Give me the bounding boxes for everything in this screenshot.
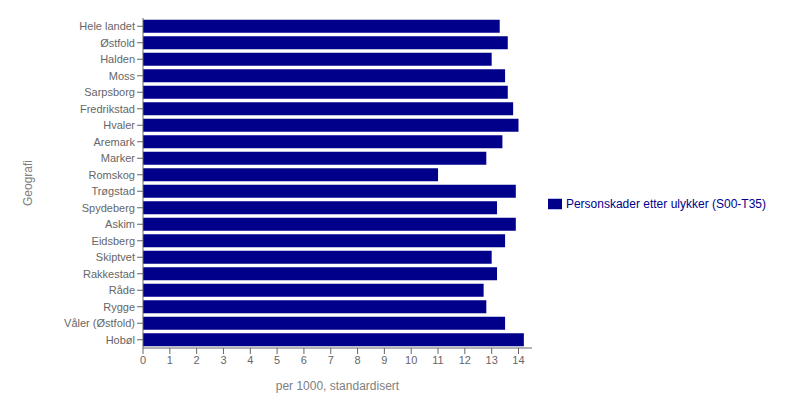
svg-text:Geografi: Geografi [21, 160, 35, 206]
svg-text:Moss: Moss [109, 70, 136, 82]
svg-text:Østfold: Østfold [100, 37, 135, 49]
svg-text:Hvaler: Hvaler [103, 119, 135, 131]
svg-text:8: 8 [355, 354, 361, 366]
svg-text:per 1000, standardisert: per 1000, standardisert [276, 379, 400, 393]
svg-text:11: 11 [432, 354, 443, 366]
svg-text:4: 4 [247, 354, 253, 366]
svg-text:Hobøl: Hobøl [106, 334, 135, 346]
svg-text:Rakkestad: Rakkestad [83, 268, 135, 280]
svg-text:Skiptvet: Skiptvet [96, 251, 135, 263]
svg-text:Spydeberg: Spydeberg [82, 202, 135, 214]
html-text:Personskader etter ulykker (S0: Personskader etter ulykker (S00-T35) [565, 196, 766, 211]
svg-text:0: 0 [140, 354, 146, 366]
svg-text:Eidsberg: Eidsberg [92, 235, 135, 247]
svg-text:Sarpsborg: Sarpsborg [84, 86, 135, 98]
svg-text:7: 7 [328, 354, 334, 366]
svg-text:Fredrikstad: Fredrikstad [80, 103, 135, 115]
svg-text:10: 10 [405, 354, 417, 366]
svg-text:Hele landet: Hele landet [79, 20, 135, 32]
svg-text:9: 9 [381, 354, 387, 366]
svg-text:Rygge: Rygge [103, 301, 135, 313]
svg-text:Råde: Råde [109, 284, 135, 296]
svg-text:Aremark: Aremark [93, 136, 135, 148]
svg-text:Halden: Halden [100, 53, 135, 65]
svg-text:Romskog: Romskog [89, 169, 135, 181]
svg-text:3: 3 [220, 354, 226, 366]
svg-text:14: 14 [512, 354, 524, 366]
svg-text:6: 6 [301, 354, 307, 366]
svg-text:1: 1 [167, 354, 173, 366]
svg-text:Trøgstad: Trøgstad [91, 185, 135, 197]
svg-text:13: 13 [486, 354, 498, 366]
svg-text:2: 2 [194, 354, 200, 366]
svg-text:Askim: Askim [105, 218, 135, 230]
svg-text:Våler (Østfold): Våler (Østfold) [64, 317, 135, 329]
svg-text:12: 12 [459, 354, 471, 366]
svg-text:5: 5 [274, 354, 280, 366]
svg-text:Marker: Marker [101, 152, 136, 164]
